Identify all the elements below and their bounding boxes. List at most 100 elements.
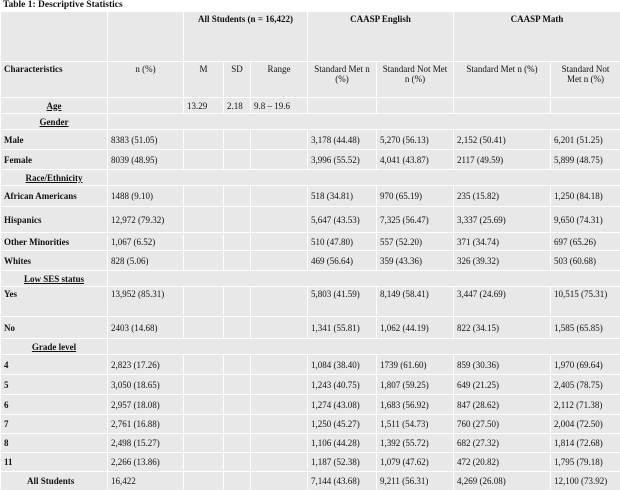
row-label: 8	[1, 434, 108, 453]
cell-empty	[224, 150, 251, 170]
cell-eng-met: 1,187 (52.38)	[308, 453, 377, 472]
cell-age-sd: 2.18	[224, 98, 251, 114]
cell-math-met: 326 (39.32)	[454, 251, 551, 271]
cell-n-pct: 2403 (14.68)	[108, 317, 184, 339]
cell-math-met: 3,337 (25.69)	[454, 207, 551, 233]
cell-eng-met: 469 (56.64)	[308, 251, 377, 271]
cell-eng-notmet: 1,079 (47.62)	[377, 453, 454, 472]
header-characteristics: Characteristics	[1, 62, 108, 98]
cell-eng-met: 518 (34.81)	[308, 186, 377, 207]
cell-math-met: 682 (27.32)	[454, 434, 551, 453]
cell-empty	[224, 207, 251, 233]
cell-empty	[224, 472, 251, 491]
cell-n-pct: 2,957 (18.08)	[108, 395, 184, 415]
cell-eng-notmet: 8,149 (58.41)	[377, 287, 454, 317]
cell-empty	[551, 98, 620, 114]
cell-empty	[224, 355, 251, 375]
cell-math-met: 2,152 (50.41)	[454, 130, 551, 150]
cell-eng-met: 5,647 (43.53)	[308, 207, 377, 233]
header-math-met: Standard Met n (%)	[454, 62, 551, 98]
table-title: Table 1: Descriptive Statistics	[0, 0, 620, 11]
cell-empty	[224, 233, 251, 251]
row-label: Other Minorities	[1, 233, 108, 251]
cell-math-notmet: 6,201 (51.25)	[551, 130, 620, 150]
cell-empty	[224, 434, 251, 453]
cell-eng-notmet: 359 (43.36)	[377, 251, 454, 271]
cell-empty	[108, 170, 620, 186]
cell-math-notmet: 1,250 (84.18)	[551, 186, 620, 207]
cell-math-notmet: 2,405 (78.75)	[551, 375, 620, 395]
cell-math-met: 859 (30.36)	[454, 355, 551, 375]
section-row-race: Race/Ethnicity	[1, 170, 620, 186]
section-row-grade: Grade level	[1, 339, 620, 355]
cell-empty	[224, 395, 251, 415]
header-row-columns: Characteristics n (%) M SD Range Standar…	[1, 62, 620, 98]
row-label: African Americans	[1, 186, 108, 207]
cell-empty	[251, 233, 308, 251]
cell-math-met: 371 (34.74)	[454, 233, 551, 251]
cell-empty	[251, 287, 308, 317]
row-label: Male	[1, 130, 108, 150]
cell-empty	[184, 434, 224, 453]
cell-eng-met: 510 (47.80)	[308, 233, 377, 251]
header-caasp-english: CAASP English	[308, 12, 454, 62]
cell-empty	[251, 415, 308, 434]
row-label-age: Age	[1, 98, 108, 114]
cell-empty	[224, 130, 251, 150]
cell-eng-notmet: 970 (65.19)	[377, 186, 454, 207]
cell-n-pct: 8383 (51.05)	[108, 130, 184, 150]
cell-math-notmet: 1,585 (65.85)	[551, 317, 620, 339]
section-row-gender: Gender	[1, 114, 620, 130]
cell-empty	[224, 415, 251, 434]
cell-math-met: 649 (21.25)	[454, 375, 551, 395]
cell-empty	[251, 375, 308, 395]
cell-math-notmet: 1,795 (79.18)	[551, 453, 620, 472]
row-label: 6	[1, 395, 108, 415]
descriptive-statistics-table: All Students (n = 16,422) CAASP English …	[0, 11, 620, 491]
cell-empty	[184, 355, 224, 375]
cell-n-pct: 3,050 (18.65)	[108, 375, 184, 395]
cell-math-notmet: 2,004 (72.50)	[551, 415, 620, 434]
cell-eng-met: 7,144 (43.68)	[308, 472, 377, 491]
cell-math-met: 235 (15.82)	[454, 186, 551, 207]
cell-eng-met: 3,178 (44.48)	[308, 130, 377, 150]
cell-empty	[184, 251, 224, 271]
row-label: 4	[1, 355, 108, 375]
cell-math-met: 847 (28.62)	[454, 395, 551, 415]
cell-eng-notmet: 1739 (61.60)	[377, 355, 454, 375]
section-gender: Gender	[1, 114, 108, 130]
cell-math-notmet: 9,650 (74.31)	[551, 207, 620, 233]
cell-math-met: 760 (27.50)	[454, 415, 551, 434]
header-caasp-math: CAASP Math	[454, 12, 620, 62]
cell-math-notmet: 1,970 (69.64)	[551, 355, 620, 375]
cell-empty	[108, 339, 620, 355]
cell-math-met: 4,269 (26.08)	[454, 472, 551, 491]
row-label: 5	[1, 375, 108, 395]
cell-eng-notmet: 9,211 (56.31)	[377, 472, 454, 491]
cell-math-notmet: 697 (65.26)	[551, 233, 620, 251]
cell-eng-met: 1,341 (55.81)	[308, 317, 377, 339]
cell-empty	[224, 251, 251, 271]
cell-n-pct: 13,952 (85.31)	[108, 287, 184, 317]
cell-math-met: 2117 (49.59)	[454, 150, 551, 170]
cell-empty	[251, 150, 308, 170]
cell-empty	[251, 317, 308, 339]
cell-math-notmet: 12,100 (73.92)	[551, 472, 620, 491]
cell-math-met: 3,447 (24.69)	[454, 287, 551, 317]
header-blank	[108, 12, 184, 62]
cell-n-pct: 2,761 (16.88)	[108, 415, 184, 434]
header-eng-met: Standard Met n (%)	[308, 62, 377, 98]
cell-empty	[251, 251, 308, 271]
header-range: Range	[251, 62, 308, 98]
cell-empty	[251, 186, 308, 207]
table-row-age: Age 13.29 2.18 9.8 – 19.6	[1, 98, 620, 114]
cell-empty	[308, 98, 377, 114]
